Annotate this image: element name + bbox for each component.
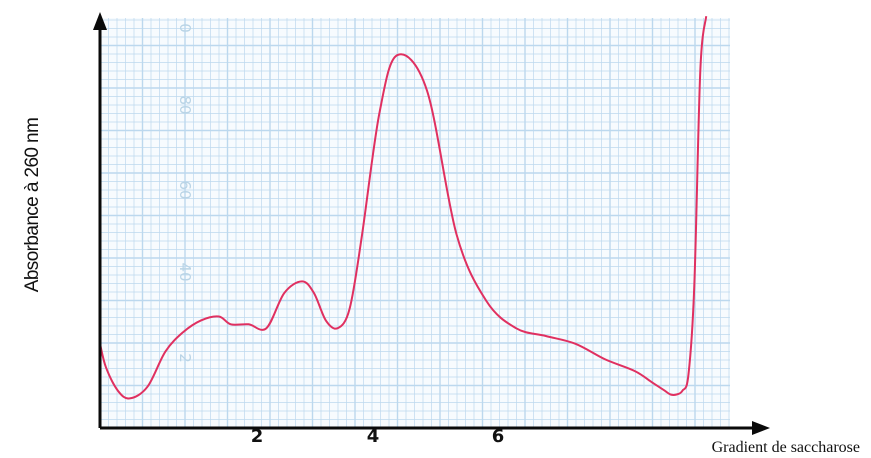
- paper-scale-ticks: 0 80 60 40 2: [176, 23, 194, 363]
- absorbance-curve: [99, 16, 708, 400]
- paper-scale-tick: 60: [176, 180, 194, 199]
- chart-grid: [99, 18, 730, 429]
- y-axis-arrow-icon: [93, 12, 107, 30]
- paper-scale-tick: 2: [176, 353, 194, 363]
- x-tick-labels: 2 4 6: [251, 426, 505, 447]
- paper-scale-tick: 0: [176, 23, 194, 33]
- paper-scale-tick: 80: [176, 95, 194, 114]
- x-axis-label: Gradient de saccharose: [712, 439, 860, 456]
- x-tick-label: 6: [492, 426, 505, 447]
- x-tick-label: 4: [367, 426, 380, 447]
- x-tick-label: 2: [251, 426, 264, 447]
- x-axis-arrow-icon: [752, 421, 770, 435]
- paper-scale-tick: 40: [176, 262, 194, 281]
- chart-axes: [93, 12, 770, 435]
- y-axis-label: Absorbance à 260 nm: [22, 118, 43, 293]
